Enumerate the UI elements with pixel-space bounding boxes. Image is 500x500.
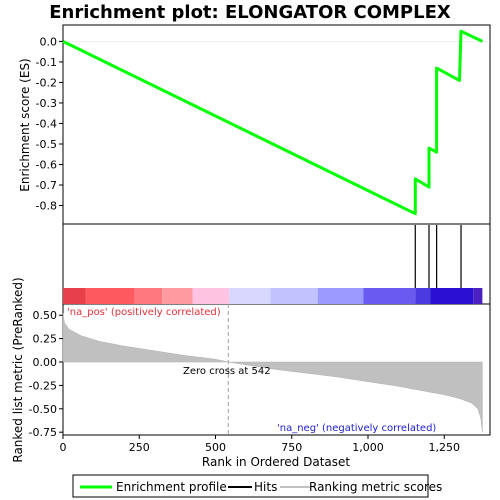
- legend-enrichment-label: Enrichment profile: [116, 480, 227, 494]
- enrichment-y-tick-label: -0.7: [36, 179, 57, 192]
- metric-y-tick-label: 0.25: [33, 333, 58, 346]
- color-bar-segment: [192, 288, 230, 304]
- enrichment-y-tick-label: -0.1: [36, 56, 57, 69]
- x-tick-label: 750: [281, 441, 302, 454]
- x-tick-label: 250: [129, 441, 150, 454]
- metric-y-tick-label: -0.75: [29, 426, 57, 439]
- color-bar-segment: [85, 288, 135, 304]
- color-bar-segment: [162, 288, 193, 304]
- color-bar-segment: [430, 288, 474, 304]
- chart-title: Enrichment plot: ELONGATOR COMPLEX: [49, 2, 451, 23]
- enrichment-y-tick-label: -0.3: [36, 97, 57, 110]
- zero-cross-label: Zero cross at 542: [183, 366, 271, 377]
- color-bar-segment: [63, 288, 86, 304]
- x-tick-label: 0: [60, 441, 67, 454]
- color-bar-segment: [473, 288, 483, 304]
- enrichment-y-tick-label: 0.0: [40, 35, 58, 48]
- enrichment-y-tick-label: -0.5: [36, 138, 57, 151]
- negative-correlation-label: 'na_neg' (negatively correlated): [277, 423, 436, 434]
- x-tick-label: 500: [205, 441, 226, 454]
- x-tick-label: 1,250: [429, 441, 461, 454]
- enrichment-y-axis-label: Enrichment score (ES): [18, 58, 32, 191]
- metric-y-tick-label: -0.50: [29, 403, 57, 416]
- legend-metric-label: Ranking metric scores: [309, 480, 442, 494]
- color-bar-segment: [134, 288, 163, 304]
- color-bar-segment: [363, 288, 416, 304]
- color-bar-segment: [270, 288, 318, 304]
- enrichment-y-tick-label: -0.4: [36, 117, 57, 130]
- metric-y-axis-label: Ranked list metric (PreRanked): [11, 277, 25, 462]
- color-bar-segment: [229, 288, 271, 304]
- color-bar-segment: [415, 288, 431, 304]
- color-bar-segment: [317, 288, 364, 304]
- enrichment-y-tick-label: -0.2: [36, 76, 57, 89]
- enrichment-y-tick-label: -0.8: [36, 200, 57, 213]
- enrichment-profile-line: [62, 29, 484, 216]
- enrichment-y-tick-label: -0.6: [36, 159, 57, 172]
- enrichment-panel-frame: [62, 24, 491, 225]
- x-axis-label: Rank in Ordered Dataset: [202, 455, 350, 469]
- metric-y-tick-label: 0.50: [33, 309, 58, 322]
- ranking-metric-area: [62, 313, 483, 433]
- positive-correlation-label: 'na_pos' (positively correlated): [67, 307, 221, 318]
- x-tick-label: 1,000: [352, 441, 384, 454]
- metric-y-tick-label: -0.25: [29, 379, 57, 392]
- legend-hits-label: Hits: [254, 480, 277, 494]
- metric-y-tick-label: 0.00: [33, 356, 58, 369]
